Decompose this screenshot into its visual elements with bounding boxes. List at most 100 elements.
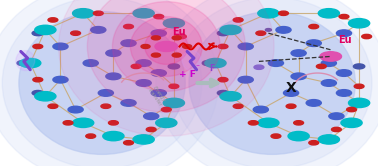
Circle shape	[93, 11, 103, 15]
Ellipse shape	[156, 0, 378, 166]
Circle shape	[233, 104, 243, 108]
Circle shape	[217, 31, 229, 36]
Circle shape	[238, 43, 253, 50]
Circle shape	[73, 9, 94, 18]
Circle shape	[362, 34, 372, 39]
Circle shape	[172, 53, 181, 57]
Circle shape	[151, 70, 166, 76]
Circle shape	[248, 121, 258, 125]
Circle shape	[63, 121, 73, 125]
Circle shape	[33, 44, 43, 49]
Circle shape	[151, 30, 166, 37]
Circle shape	[291, 73, 306, 80]
Circle shape	[32, 31, 43, 36]
Circle shape	[163, 98, 184, 108]
Circle shape	[106, 73, 121, 80]
Circle shape	[349, 19, 370, 28]
Circle shape	[169, 84, 179, 88]
Circle shape	[163, 19, 184, 28]
Circle shape	[124, 141, 133, 145]
Circle shape	[321, 80, 336, 86]
Circle shape	[336, 90, 352, 96]
Ellipse shape	[19, 12, 185, 154]
Ellipse shape	[189, 12, 355, 154]
Circle shape	[136, 80, 151, 86]
Circle shape	[17, 61, 28, 66]
Circle shape	[309, 24, 319, 29]
Circle shape	[156, 118, 177, 127]
Circle shape	[284, 90, 299, 96]
Ellipse shape	[130, 17, 202, 76]
Circle shape	[121, 100, 136, 106]
Circle shape	[271, 134, 281, 138]
Circle shape	[258, 9, 279, 18]
Circle shape	[279, 11, 288, 15]
Circle shape	[35, 25, 56, 35]
Circle shape	[48, 18, 58, 22]
Circle shape	[254, 65, 264, 69]
Circle shape	[205, 58, 226, 68]
Ellipse shape	[87, 0, 245, 112]
Text: + F: + F	[179, 70, 195, 79]
Circle shape	[91, 27, 106, 33]
Circle shape	[218, 78, 228, 82]
Circle shape	[136, 60, 151, 66]
Circle shape	[121, 40, 136, 46]
Circle shape	[253, 106, 268, 113]
Circle shape	[306, 100, 321, 106]
Ellipse shape	[59, 0, 274, 136]
Ellipse shape	[112, 2, 220, 91]
Circle shape	[151, 36, 160, 40]
Circle shape	[336, 30, 352, 37]
Ellipse shape	[182, 51, 201, 71]
Circle shape	[32, 90, 43, 95]
Ellipse shape	[16, 51, 35, 71]
Circle shape	[233, 18, 243, 22]
Circle shape	[329, 113, 344, 120]
Text: ⁻: ⁻	[196, 62, 200, 71]
Circle shape	[268, 60, 284, 66]
Circle shape	[320, 52, 342, 61]
Circle shape	[53, 76, 68, 83]
Ellipse shape	[2, 0, 202, 166]
Circle shape	[172, 36, 181, 40]
Circle shape	[256, 31, 266, 35]
Ellipse shape	[172, 0, 372, 166]
Ellipse shape	[0, 0, 218, 166]
Circle shape	[86, 134, 96, 138]
Circle shape	[336, 70, 352, 76]
Circle shape	[354, 84, 364, 88]
Circle shape	[339, 14, 349, 19]
Circle shape	[53, 43, 68, 50]
Circle shape	[101, 104, 111, 108]
Circle shape	[131, 64, 141, 69]
Circle shape	[238, 76, 253, 83]
Circle shape	[276, 27, 291, 33]
Circle shape	[309, 141, 319, 145]
Text: F⁻: F⁻	[209, 64, 218, 73]
Circle shape	[217, 90, 229, 95]
Circle shape	[161, 107, 171, 112]
Circle shape	[98, 90, 113, 96]
Circle shape	[183, 44, 192, 48]
Circle shape	[141, 44, 150, 48]
Circle shape	[220, 92, 241, 101]
Circle shape	[73, 118, 94, 127]
Circle shape	[83, 60, 98, 66]
Circle shape	[68, 106, 83, 113]
Circle shape	[133, 135, 154, 144]
Circle shape	[286, 104, 296, 108]
Circle shape	[151, 53, 160, 57]
Text: Energy
transfer: Energy transfer	[147, 85, 167, 108]
Circle shape	[33, 78, 43, 82]
Circle shape	[71, 31, 81, 35]
Circle shape	[48, 104, 58, 108]
Circle shape	[291, 50, 306, 56]
Circle shape	[20, 58, 41, 68]
Circle shape	[154, 14, 164, 19]
Circle shape	[108, 121, 118, 125]
Circle shape	[146, 127, 156, 132]
Circle shape	[294, 121, 304, 125]
Circle shape	[318, 9, 339, 18]
Circle shape	[124, 24, 133, 29]
